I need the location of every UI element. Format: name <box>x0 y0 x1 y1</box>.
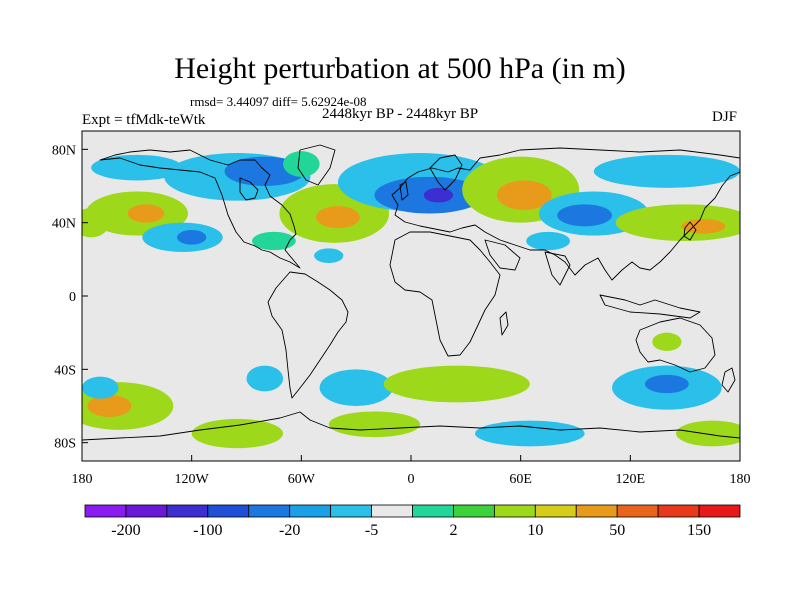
colorbar-box-7 <box>371 504 413 518</box>
anomaly-region-7 <box>315 206 360 229</box>
colorbar-box-15 <box>698 504 741 518</box>
anomaly-region-3 <box>177 230 207 245</box>
anomaly-region-35 <box>82 376 119 399</box>
anomaly-region-26 <box>191 418 284 449</box>
coastline-antarctica <box>82 411 740 441</box>
colorbar-label-6: 50 <box>609 522 625 539</box>
colorbar-label-7: 150 <box>687 522 711 539</box>
experiment-label: Expt = tfMdk-teWtk <box>82 112 206 128</box>
colorbar-box-0 <box>84 504 127 518</box>
lon-label-2: 60W <box>288 472 316 487</box>
anomaly-region-8 <box>251 231 296 251</box>
anomaly-region-27 <box>246 365 284 392</box>
lon-label-4: 60E <box>509 472 532 487</box>
lon-label-6: 180 <box>730 472 751 487</box>
anomaly-layer <box>82 151 740 449</box>
anomaly-region-16 <box>557 204 613 227</box>
colorbar-label-4: 2 <box>449 522 457 539</box>
anomaly-region-25 <box>87 395 132 417</box>
coastline-india <box>544 251 571 286</box>
coastline-eurasia <box>391 147 740 281</box>
colorbar-box-13 <box>616 504 659 518</box>
colorbar-label-5: 10 <box>527 522 543 539</box>
anomaly-region-34 <box>676 420 740 447</box>
colorbar-box-12 <box>575 504 618 518</box>
coastline-hudson-bay <box>239 177 259 201</box>
anomaly-region-36 <box>652 332 682 352</box>
anomaly-region-23 <box>283 151 320 177</box>
coastline-scandinavia <box>429 154 463 191</box>
coastline-greenland <box>297 144 336 186</box>
coastline-madagascar <box>499 311 509 336</box>
colorbar-box-6 <box>330 504 372 518</box>
coastline-british-isles <box>399 181 409 201</box>
anomaly-region-21 <box>91 154 183 181</box>
latitude-axis: 80N 40N 0 40S 80S <box>52 143 88 452</box>
colorbar-box-3 <box>207 504 250 518</box>
colorbar-box-14 <box>657 504 700 518</box>
lon-label-0: 180 <box>72 472 93 487</box>
coastline-new-zealand <box>721 367 736 393</box>
anomaly-region-9 <box>314 248 344 263</box>
anomaly-region-28 <box>319 369 393 406</box>
coastline-north-america <box>99 149 301 269</box>
plot-title: Height perturbation at 500 hPa (in m) <box>174 52 626 85</box>
coastline-africa <box>389 231 501 357</box>
lat-label-2: 0 <box>69 290 76 305</box>
coastline-japan <box>683 221 697 241</box>
rmsd-diff-stats: rmsd= 3.44097 diff= 5.62924e-08 <box>190 94 367 109</box>
coastline-indonesia <box>599 294 701 319</box>
lon-label-3: 0 <box>408 472 415 487</box>
lat-label-1: 40N <box>52 217 76 232</box>
anomaly-region-12 <box>423 187 454 203</box>
colorbar-box-9 <box>453 504 495 518</box>
anomaly-region-33 <box>644 374 689 394</box>
colorbar-label-2: -20 <box>279 522 300 539</box>
colorbar-label-1: -100 <box>193 522 222 539</box>
anomaly-region-14 <box>496 180 552 210</box>
anomaly-region-1 <box>127 204 165 223</box>
anomaly-region-20 <box>593 154 740 188</box>
colorbar-box-5 <box>289 504 332 518</box>
lat-label-0: 80N <box>52 143 76 158</box>
colorbar-box-1 <box>125 504 168 518</box>
colorbar-box-4 <box>248 504 291 518</box>
lat-label-3: 40S <box>54 363 76 378</box>
coastline-layer <box>82 144 740 441</box>
colorbar: -200 -100 -20 -5 2 10 50 150 <box>84 504 741 539</box>
season-label: DJF <box>712 109 738 125</box>
longitude-axis: 180 120W 60W 0 60E 120E 180 <box>72 455 751 487</box>
colorbar-label-3: -5 <box>365 522 378 539</box>
colorbar-label-0: -200 <box>111 522 140 539</box>
coastline-arabia <box>484 239 521 271</box>
anomaly-region-19 <box>82 208 110 238</box>
anomaly-region-31 <box>474 420 585 447</box>
colorbar-box-8 <box>412 504 454 518</box>
colorbar-box-2 <box>166 504 209 518</box>
coastline-south-america <box>267 271 349 399</box>
lat-label-4: 80S <box>54 437 76 452</box>
colorbar-box-11 <box>534 504 577 518</box>
anomaly-region-18 <box>681 219 726 234</box>
lon-label-5: 120E <box>616 472 646 487</box>
anomaly-region-22 <box>526 231 571 251</box>
anomaly-region-30 <box>383 365 530 403</box>
time-period-label: 2448kyr BP - 2448kyr BP <box>322 106 479 122</box>
lon-label-1: 120W <box>175 472 210 487</box>
colorbar-box-10 <box>493 504 536 518</box>
anomaly-region-29 <box>328 411 421 438</box>
coastline-australia <box>635 317 716 373</box>
